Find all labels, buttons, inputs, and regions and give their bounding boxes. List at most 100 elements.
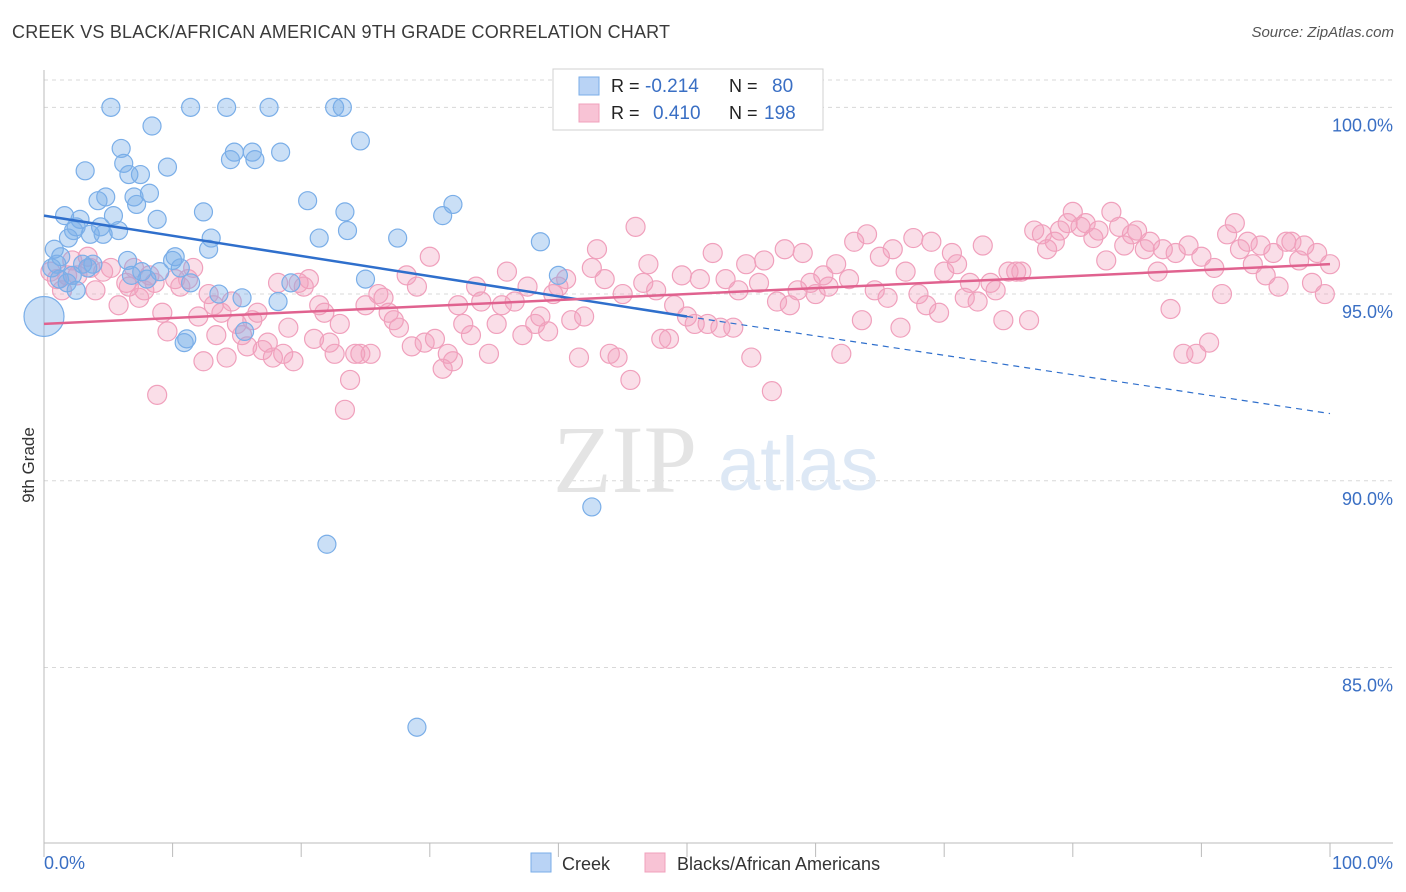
legend-creek-swatch — [578, 76, 600, 96]
point-blacks — [890, 317, 911, 338]
point-blacks — [237, 336, 258, 357]
point-creek — [309, 228, 329, 248]
point-creek — [242, 142, 262, 162]
point-blacks — [198, 283, 219, 305]
point-creek — [335, 202, 355, 222]
point-blacks — [1229, 239, 1251, 260]
point-blacks — [319, 332, 340, 353]
point-blacks — [1217, 224, 1238, 245]
point-creek — [350, 131, 370, 151]
point-blacks — [715, 269, 736, 290]
point-blacks — [946, 254, 968, 275]
point-blacks — [1165, 242, 1186, 264]
legend-correlation: R = -0.214 N = 80 R = 0.410 N = 198 — [552, 68, 824, 131]
point-blacks — [586, 239, 608, 260]
point-creek — [150, 262, 170, 282]
point-blacks — [869, 246, 891, 267]
point-creek — [75, 161, 95, 181]
point-creek — [337, 220, 358, 241]
point-creek — [268, 291, 288, 312]
x-tick-label-min: 0.0% — [44, 853, 85, 873]
point-blacks — [959, 272, 981, 293]
point-blacks — [972, 235, 993, 256]
point-creek — [111, 138, 131, 159]
legend-creek-n-value: 80 — [772, 76, 793, 97]
point-blacks — [345, 343, 366, 364]
point-creek — [271, 142, 291, 162]
point-creek — [209, 284, 229, 304]
point-blacks — [538, 321, 559, 342]
point-creek — [130, 164, 151, 185]
point-blacks — [638, 254, 659, 275]
point-blacks — [813, 265, 834, 286]
point-blacks — [1126, 220, 1148, 241]
point-blacks — [633, 272, 654, 293]
y-tick-label: 100.0% — [1332, 115, 1393, 135]
point-blacks — [594, 269, 615, 290]
point-blacks — [1307, 242, 1328, 264]
point-blacks — [1044, 231, 1065, 252]
point-blacks — [993, 310, 1014, 331]
point-creek — [121, 265, 142, 285]
point-blacks — [671, 265, 692, 286]
point-creek — [57, 273, 77, 293]
point-creek — [157, 157, 178, 177]
point-blacks — [741, 347, 762, 368]
point-creek — [44, 239, 64, 259]
point-blacks — [1152, 239, 1173, 260]
point-blacks — [921, 231, 942, 252]
point-blacks — [100, 257, 121, 279]
point-blacks — [967, 291, 988, 312]
point-blacks — [314, 302, 335, 323]
point-blacks — [1191, 246, 1212, 267]
point-blacks — [561, 310, 582, 331]
point-creek — [582, 497, 602, 517]
point-blacks — [108, 295, 129, 316]
point-blacks — [658, 328, 680, 349]
point-blacks — [339, 369, 361, 391]
point-blacks — [766, 291, 788, 312]
y-tick-label: 90.0% — [1342, 489, 1393, 509]
point-blacks — [1018, 310, 1040, 331]
point-creek — [165, 247, 185, 267]
point-blacks — [1096, 250, 1117, 271]
point-blacks — [1011, 261, 1032, 282]
point-blacks — [283, 351, 304, 372]
point-blacks — [754, 250, 775, 271]
point-creek — [170, 258, 190, 278]
legend-black-r-label: R = — [611, 103, 640, 123]
point-blacks — [401, 336, 422, 357]
point-blacks — [792, 242, 813, 264]
point-blacks — [908, 283, 929, 305]
point-blacks — [702, 242, 723, 264]
point-blacks — [1255, 265, 1276, 286]
point-blacks — [118, 276, 139, 297]
legend-black-swatch — [578, 103, 600, 123]
point-blacks — [1204, 257, 1225, 279]
legend-creek-r-value: -0.214 — [645, 76, 699, 97]
point-creek — [126, 194, 147, 215]
point-creek — [181, 97, 201, 117]
point-blacks — [1049, 220, 1071, 241]
point-blacks — [574, 306, 595, 327]
point-blacks — [388, 317, 410, 338]
point-blacks — [916, 295, 937, 316]
point-blacks — [496, 261, 518, 282]
point-blacks — [954, 287, 975, 308]
point-creek — [147, 209, 167, 229]
source-label: Source: ZipAtlas.com — [1251, 24, 1394, 41]
point-creek — [530, 232, 550, 252]
point-blacks — [1114, 235, 1135, 256]
point-creek — [332, 97, 352, 117]
point-creek — [23, 295, 65, 338]
y-tick-labels: 100.0% 95.0% 90.0% 85.0% — [1332, 115, 1393, 695]
point-blacks — [1160, 298, 1181, 320]
point-blacks — [568, 347, 590, 368]
series-blacks-points — [40, 201, 1341, 420]
point-blacks — [607, 347, 628, 368]
point-blacks — [1301, 272, 1323, 293]
point-blacks — [831, 343, 852, 364]
point-creek — [407, 717, 427, 737]
point-blacks — [406, 276, 428, 297]
